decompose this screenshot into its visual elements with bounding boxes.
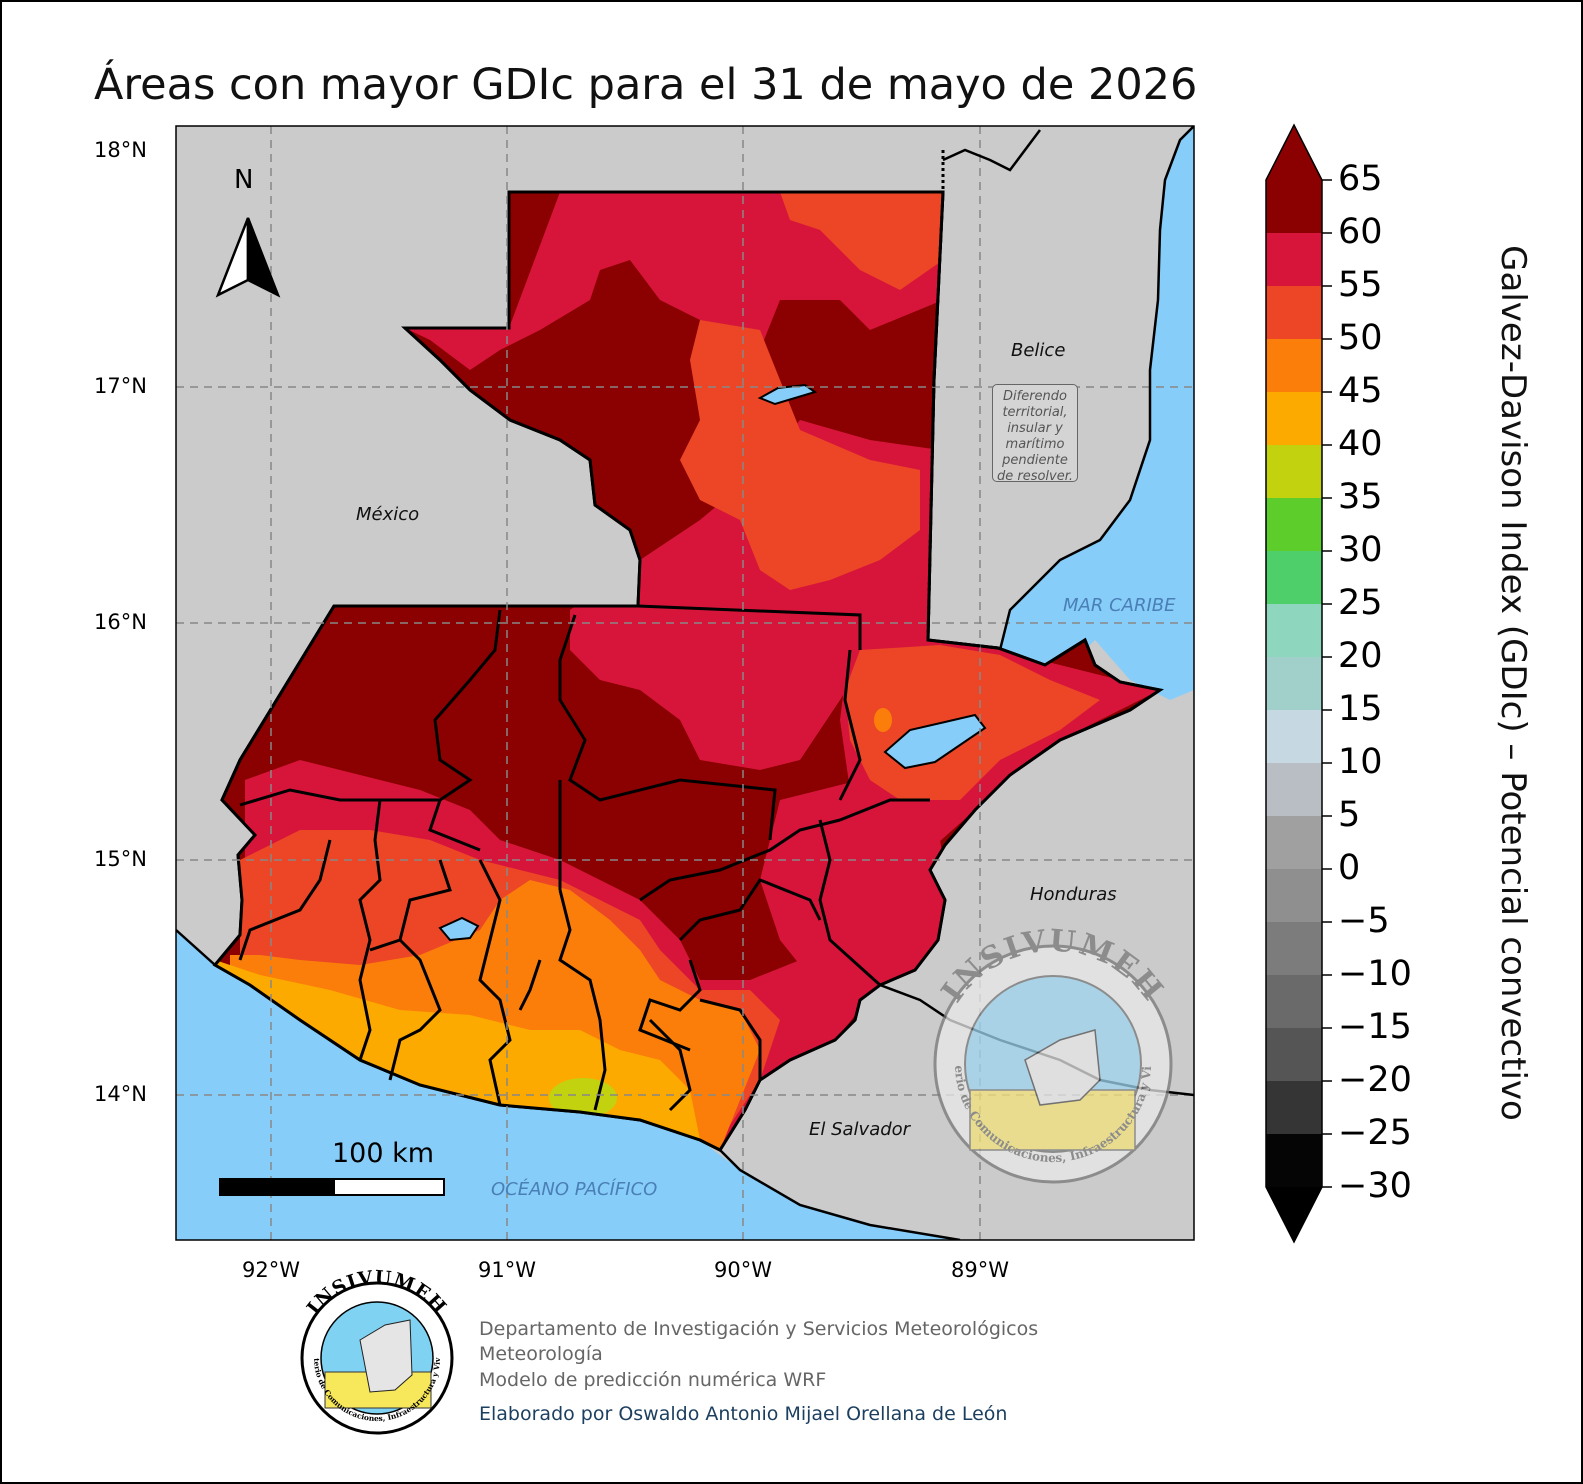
colorbar-tick-label: −20 — [1338, 1060, 1412, 1100]
colorbar-segment — [1266, 180, 1322, 234]
colorbar-segment — [1266, 286, 1322, 340]
dispute-line: de resolver. — [996, 469, 1074, 484]
guatemala-border — [212, 190, 1164, 1152]
footer-author: Elaborado por Oswaldo Antonio Mijael Ore… — [479, 1403, 1008, 1425]
label-pacific: OCÉANO PACÍFICO — [491, 1179, 658, 1200]
label-belize: Belice — [1011, 340, 1066, 361]
dispute-line: territorial, — [1002, 405, 1068, 420]
lat-tick-label: 15°N — [94, 847, 147, 871]
caribbean-sea — [1000, 126, 1194, 700]
lon-tick-label: 92°W — [242, 1258, 300, 1282]
colorbar-tick-label: 40 — [1338, 424, 1383, 464]
label-el-salvador: El Salvador — [809, 1119, 911, 1140]
map-area — [176, 126, 1194, 1240]
colorbar-segment — [1266, 445, 1322, 499]
colorbar-segment — [1266, 339, 1322, 393]
colorbar-tick-label: 10 — [1338, 742, 1383, 782]
colorbar-segment — [1266, 763, 1322, 817]
lat-tick-label: 18°N — [94, 138, 147, 162]
gdic-band-50-55 — [780, 192, 943, 290]
footer-model: Modelo de predicción numérica WRF — [479, 1369, 827, 1391]
colorbar-segment — [1266, 604, 1322, 658]
colorbar-tick-label: −10 — [1338, 954, 1412, 994]
lake-atitlan — [438, 916, 480, 942]
pacific-ocean — [176, 930, 960, 1240]
colorbar-segment — [1266, 233, 1322, 287]
footer-department: Departamento de Investigación y Servicio… — [479, 1318, 1039, 1340]
label-honduras: Honduras — [1030, 884, 1117, 905]
colorbar-segment — [1266, 816, 1322, 870]
label-caribbean: MAR CARIBE — [1063, 595, 1176, 616]
colorbar-title: Galvez-Davison Index (GDIc) – Potencial … — [1493, 245, 1533, 1121]
page-title: Áreas con mayor GDIc para el 31 de mayo … — [94, 60, 1198, 110]
colorbar-tick-label: 20 — [1338, 636, 1383, 676]
colorbar-extend-bottom — [1266, 1187, 1322, 1242]
dispute-line: pendiente — [1002, 453, 1068, 468]
scale-bar — [219, 1178, 445, 1196]
colorbar-tick-label: 25 — [1338, 583, 1383, 623]
gdic-band-55-60 — [405, 192, 943, 370]
scale-bar-label: 100 km — [332, 1138, 435, 1169]
belize-border — [926, 150, 999, 650]
colorbar-tick-label: −25 — [1338, 1113, 1412, 1153]
lake-izabal — [883, 713, 987, 770]
colorbar-tick-label: 35 — [1338, 477, 1383, 517]
map-border — [175, 125, 1195, 1241]
dispute-note: Diferendo territorial, insular y marítim… — [992, 384, 1078, 484]
colorbar-segment — [1266, 551, 1322, 605]
colorbar-segment — [1266, 498, 1322, 552]
lat-tick-label: 16°N — [94, 610, 147, 634]
lon-tick-label: 91°W — [478, 1258, 536, 1282]
colorbar-tick-label: 60 — [1338, 212, 1383, 252]
colorbar-tick-label: 50 — [1338, 318, 1383, 358]
colorbar-segment — [1266, 1134, 1322, 1188]
dispute-line: insular y — [1007, 421, 1063, 436]
lat-tick-label: 14°N — [94, 1082, 147, 1106]
lat-tick-label: 17°N — [94, 374, 147, 398]
colorbar-tick-label: 45 — [1338, 371, 1383, 411]
colorbar-tick-label: 15 — [1338, 689, 1383, 729]
colorbar-segment — [1266, 975, 1322, 1029]
colorbar — [1265, 123, 1332, 1244]
colorbar-segment — [1266, 1081, 1322, 1135]
colorbar-tick-label: 30 — [1338, 530, 1383, 570]
colorbar-tick-label: −15 — [1338, 1007, 1412, 1047]
colorbar-segment — [1266, 1028, 1322, 1082]
dispute-line: Diferendo — [1003, 389, 1067, 404]
colorbar-segment — [1266, 710, 1322, 764]
colorbar-tick-label: 0 — [1338, 848, 1361, 888]
dispute-line: marítimo — [1005, 437, 1065, 452]
colorbar-segment — [1266, 922, 1322, 976]
colorbar-extend-top — [1266, 125, 1322, 180]
colorbar-tick-label: −30 — [1338, 1166, 1412, 1206]
colorbar-tick-label: 65 — [1338, 159, 1383, 199]
lon-tick-label: 89°W — [951, 1258, 1009, 1282]
north-arrow-icon — [215, 217, 281, 298]
label-mexico: México — [356, 504, 420, 525]
footer-unit: Meteorología — [479, 1343, 603, 1365]
colorbar-tick-label: −5 — [1338, 901, 1390, 941]
colorbar-segment — [1266, 392, 1322, 446]
colorbar-segment — [1266, 657, 1322, 711]
lake-peten-itza — [757, 383, 818, 406]
colorbar-tick-label: 5 — [1338, 795, 1361, 835]
lon-tick-label: 90°W — [714, 1258, 772, 1282]
north-arrow-label: N — [234, 165, 254, 195]
colorbar-tick-label: 55 — [1338, 265, 1383, 305]
colorbar-segment — [1266, 869, 1322, 923]
